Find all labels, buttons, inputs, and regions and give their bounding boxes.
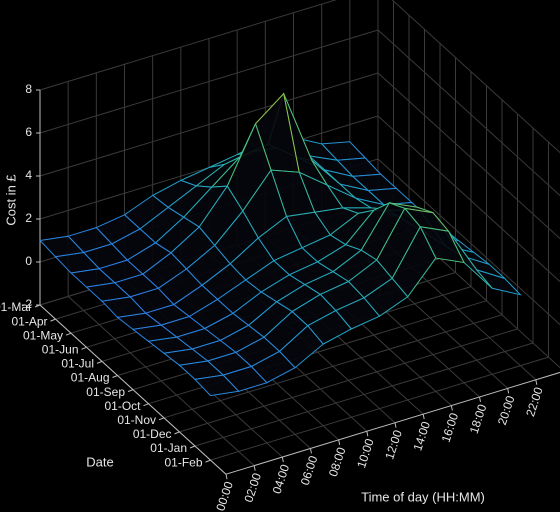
y-tick-label: 01-Jul	[61, 357, 94, 371]
z-tick-label: 6	[25, 125, 32, 139]
y-tick	[189, 445, 196, 449]
surface-cell	[193, 374, 240, 397]
x-tick	[535, 379, 538, 385]
z-tick-label: 2	[25, 211, 32, 225]
y-tick	[96, 360, 103, 364]
z-tick-label: 0	[25, 254, 32, 268]
y-tick	[174, 431, 180, 435]
x-tick	[253, 465, 256, 471]
y-tick-label: 01-Oct	[104, 399, 141, 413]
x-tick-label: 18:00	[467, 402, 490, 435]
y-tick	[205, 459, 211, 463]
x-tick-label: 00:00	[213, 479, 236, 512]
x-tick	[394, 422, 397, 428]
grid-line	[194, 342, 534, 447]
x-tick-label: 06:00	[298, 454, 321, 487]
y-tick-label: 01-Aug	[71, 371, 110, 385]
y-axis-title: Date	[86, 454, 113, 469]
y-tick-label: 01-May	[23, 328, 63, 342]
x-tick	[479, 396, 481, 403]
x-tick-label: 04:00	[270, 462, 293, 495]
x-tick-label: 08:00	[326, 445, 349, 478]
x-tick	[422, 414, 425, 420]
y-tick-label: 01-Sep	[86, 385, 125, 399]
y-tick	[127, 389, 134, 393]
y-tick-label: 01-Nov	[117, 413, 156, 427]
x-tick	[281, 456, 284, 463]
y-tick	[34, 304, 41, 308]
y-tick	[65, 332, 72, 336]
y-tick-label: 01-Feb	[164, 455, 202, 469]
y-tick-label: 01-Dec	[133, 427, 172, 441]
x-tick-label: 16:00	[439, 411, 462, 444]
y-tick	[50, 318, 56, 322]
y-tick	[81, 346, 87, 350]
x-tick-label: 12:00	[382, 428, 405, 461]
x-tick	[450, 405, 453, 411]
grid-line	[179, 328, 518, 433]
x-tick	[338, 439, 341, 445]
x-tick-label: 10:00	[354, 437, 377, 470]
x-tick-label: 20:00	[495, 394, 518, 427]
z-tick-label: -2	[21, 297, 32, 311]
y-tick-label: 01-Jan	[150, 441, 187, 455]
x-tick-label: 22:00	[523, 385, 546, 418]
y-tick	[112, 375, 118, 378]
y-tick-label: 01-Jun	[42, 342, 79, 356]
z-tick-label: 8	[25, 82, 32, 96]
x-tick	[366, 431, 369, 437]
y-tick-label: 01-Mar	[0, 300, 32, 314]
y-tick-label: 01-Apr	[11, 314, 47, 328]
y-tick	[143, 403, 149, 407]
x-tick	[225, 474, 228, 480]
y-tick	[158, 417, 165, 421]
z-tick-label: 4	[25, 168, 32, 182]
grid-line	[163, 314, 503, 419]
x-tick	[507, 388, 510, 394]
x-axis-title: Time of day (HH:MM)	[361, 489, 485, 504]
grid-line	[210, 356, 549, 461]
x-tick	[310, 448, 312, 454]
z-axis-title: Cost in £	[3, 174, 18, 226]
x-tick-label: 02:00	[241, 471, 264, 504]
x-tick-label: 14:00	[410, 419, 433, 452]
